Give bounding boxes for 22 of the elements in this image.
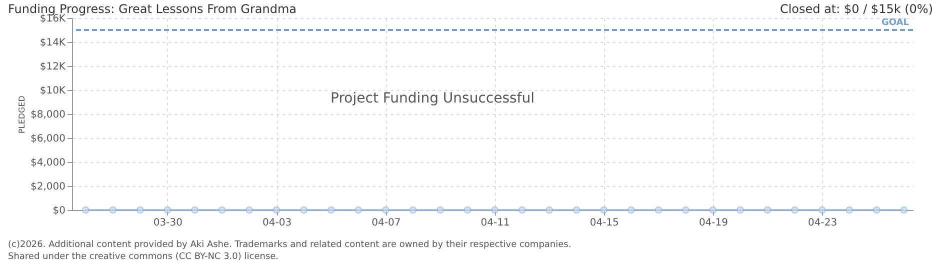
y-tick-label: $14K <box>40 38 66 48</box>
y-tick-label: $0 <box>52 206 66 216</box>
x-tick-label: 04-23 <box>808 218 838 228</box>
y-tick-label: $6,000 <box>30 134 66 144</box>
y-tick-label: $2,000 <box>30 182 66 192</box>
annotation: Project Funding Unsuccessful <box>330 90 534 107</box>
x-tick-label: 04-03 <box>262 218 292 228</box>
x-tick-label: 04-19 <box>698 218 728 228</box>
chart-subtitle: Closed at: $0 / $15k (0%) <box>780 2 933 16</box>
y-tick-label: $12K <box>40 62 66 72</box>
y-tick-label: $10K <box>40 86 66 96</box>
x-tick-label: 03-30 <box>153 218 182 228</box>
text: (c)2026. Additional content provided by Aki Ashe. Trademarks and related content are owned by their respective companies. <box>8 240 572 250</box>
y-tick-label: $8,000 <box>30 110 66 120</box>
x-tick-label: 04-11 <box>480 218 510 228</box>
x-tick-label: 04-07 <box>372 218 401 228</box>
ref-line-label: GOAL <box>882 18 910 28</box>
y-axis-title: PLEDGED <box>18 96 27 134</box>
x-tick-label: 04-15 <box>590 218 619 228</box>
y-tick-label: $4,000 <box>30 158 66 168</box>
y-tick-label: $16K <box>40 14 66 24</box>
text: Shared under the creative commons (CC BY-NC 3.0) license. <box>8 252 279 262</box>
